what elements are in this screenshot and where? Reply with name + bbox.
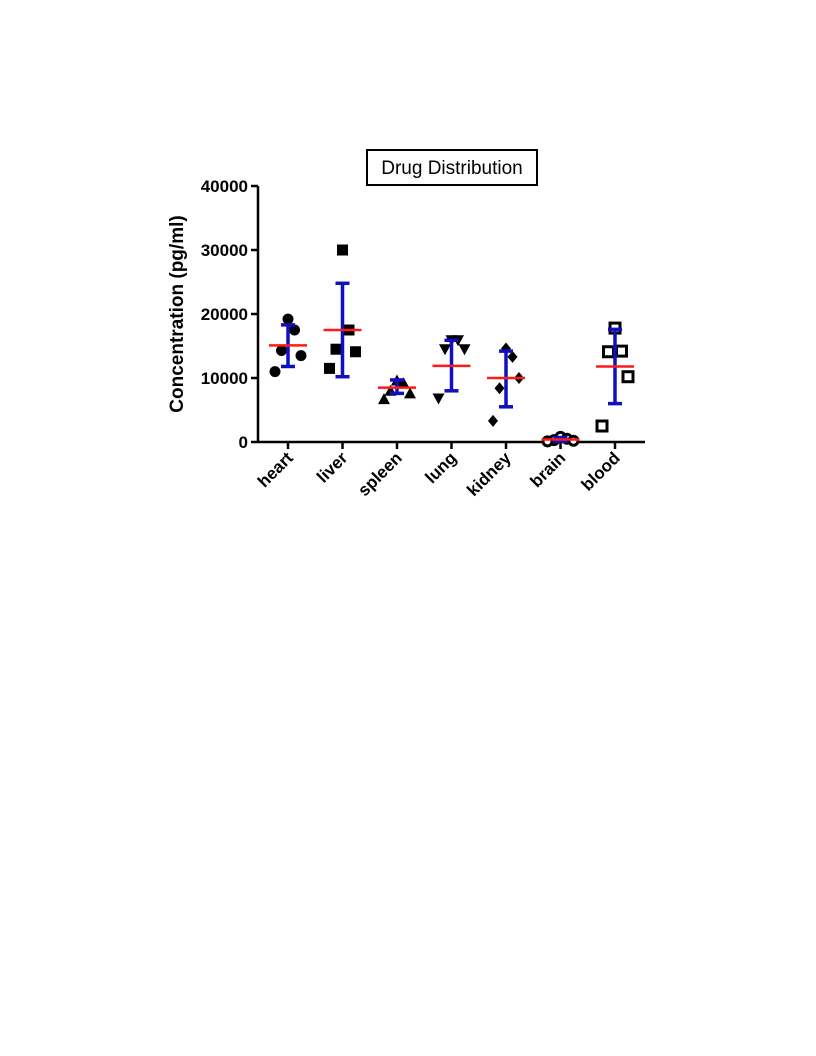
data-point-heart	[269, 366, 281, 378]
data-point-blood	[621, 370, 635, 384]
series-kidney	[487, 342, 525, 427]
data-point-blood	[595, 419, 609, 433]
x-tick-label-liver: liver	[313, 448, 351, 486]
x-tick-label-heart: heart	[254, 448, 297, 491]
x-tick-label-lung: lung	[422, 448, 461, 487]
data-point-spleen	[404, 387, 416, 399]
data-point-kidney	[488, 414, 498, 427]
data-point-heart	[282, 313, 294, 325]
data-point-lung	[432, 393, 445, 405]
x-tick-label-kidney: kidney	[463, 448, 515, 500]
x-tick-label-spleen: spleen	[354, 448, 406, 500]
data-point-heart	[295, 350, 307, 362]
chart-title: Drug Distribution	[366, 149, 538, 186]
data-point-liver	[350, 346, 361, 358]
series-heart	[269, 313, 307, 378]
y-axis-label: Concentration (pg/ml)	[167, 215, 188, 412]
data-point-blood	[602, 345, 615, 359]
data-point-lung	[458, 344, 471, 356]
data-point-spleen	[378, 393, 390, 405]
data-point-heart	[289, 324, 300, 336]
series-brain	[541, 430, 580, 448]
y-tick-label: 10000	[201, 369, 248, 388]
series-liver	[323, 244, 362, 379]
chart-title-text: Drug Distribution	[381, 158, 523, 179]
data-point-blood	[615, 344, 628, 358]
y-tick-label: 0	[239, 433, 248, 452]
x-tick-label-brain: brain	[527, 448, 570, 491]
series-lung	[432, 335, 471, 405]
data-point-liver	[324, 362, 335, 374]
plot-area: 0 10000 20000 30000 40000 heart liver spleen lun…	[201, 177, 645, 500]
data-point-kidney	[507, 350, 518, 363]
series-blood	[595, 321, 635, 433]
data-point-liver	[337, 244, 348, 256]
data-point-kidney	[494, 382, 505, 395]
data-point-lung	[439, 344, 451, 356]
data-point-liver	[330, 343, 342, 355]
chart-title-box	[366, 149, 538, 186]
data-point-spleen	[397, 377, 410, 389]
y-tick-label: 20000	[201, 305, 248, 324]
x-tick-label-blood: blood	[578, 448, 624, 494]
y-tick-label: 30000	[201, 241, 248, 260]
data-point-brain	[567, 434, 580, 447]
data-point-heart	[276, 344, 287, 356]
y-tick-label: 40000	[201, 177, 248, 196]
series-spleen	[378, 374, 416, 405]
